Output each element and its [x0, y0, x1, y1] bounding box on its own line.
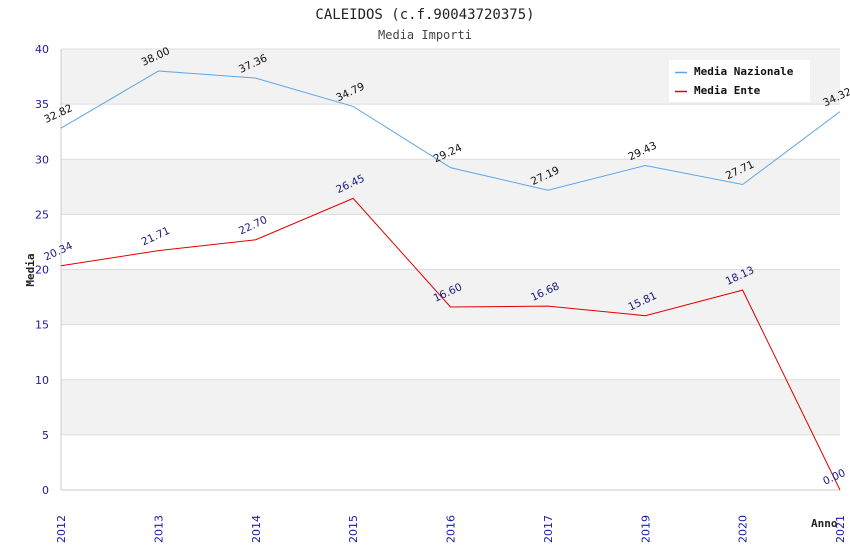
y-tick-label: 20: [35, 264, 49, 277]
series-line-media-nazionale: [60, 70, 841, 191]
y-tick-label: 10: [35, 374, 49, 387]
plot-bands: [61, 49, 840, 435]
x-tick-label: 2012: [55, 515, 68, 543]
x-tick-label: 2019: [639, 515, 652, 543]
x-tick-label: 2014: [250, 515, 263, 543]
chart-title: CALEIDOS (c.f.90043720375): [315, 7, 534, 23]
x-tick-label: 2015: [347, 515, 360, 543]
data-label: 22.70: [237, 214, 269, 238]
y-tick-label: 15: [35, 319, 49, 332]
y-tick-labels: 0 5 10 15 20 25 30 35 40: [35, 43, 49, 497]
x-tick-label: 2020: [737, 515, 750, 543]
legend: Media Nazionale Media Ente: [669, 60, 810, 102]
legend-box: [669, 60, 810, 102]
data-label: 21.71: [140, 225, 172, 249]
legend-label-media-ente: Media Ente: [694, 84, 761, 97]
x-tick-label: 2021: [834, 515, 847, 543]
y-tick-label: 5: [42, 429, 49, 442]
y-tick-label: 35: [35, 98, 49, 111]
plot-band: [61, 159, 840, 215]
plot-band: [61, 379, 840, 435]
y-tick-label: 30: [35, 153, 49, 166]
series-line-media-ente: [60, 197, 841, 491]
data-label: 0.00: [821, 467, 847, 488]
y-tick-label: 0: [42, 484, 49, 497]
series-lines: [60, 70, 841, 491]
legend-label-media-nazionale: Media Nazionale: [694, 65, 794, 78]
y-tick-label: 40: [35, 43, 49, 56]
x-tick-labels: 2012 2013 2014 2015 2016 2017 2019 2020 2021: [55, 515, 847, 543]
y-axis-title: Media: [24, 253, 37, 286]
x-tick-label: 2016: [445, 515, 458, 543]
data-label: 20.34: [42, 240, 75, 264]
chart-subtitle: Media Importi: [378, 28, 472, 42]
y-tick-label: 25: [35, 208, 49, 221]
plot-band: [61, 269, 840, 325]
x-tick-label: 2017: [542, 515, 555, 543]
x-tick-label: 2013: [152, 515, 165, 543]
x-axis-title: Anno: [811, 517, 838, 530]
